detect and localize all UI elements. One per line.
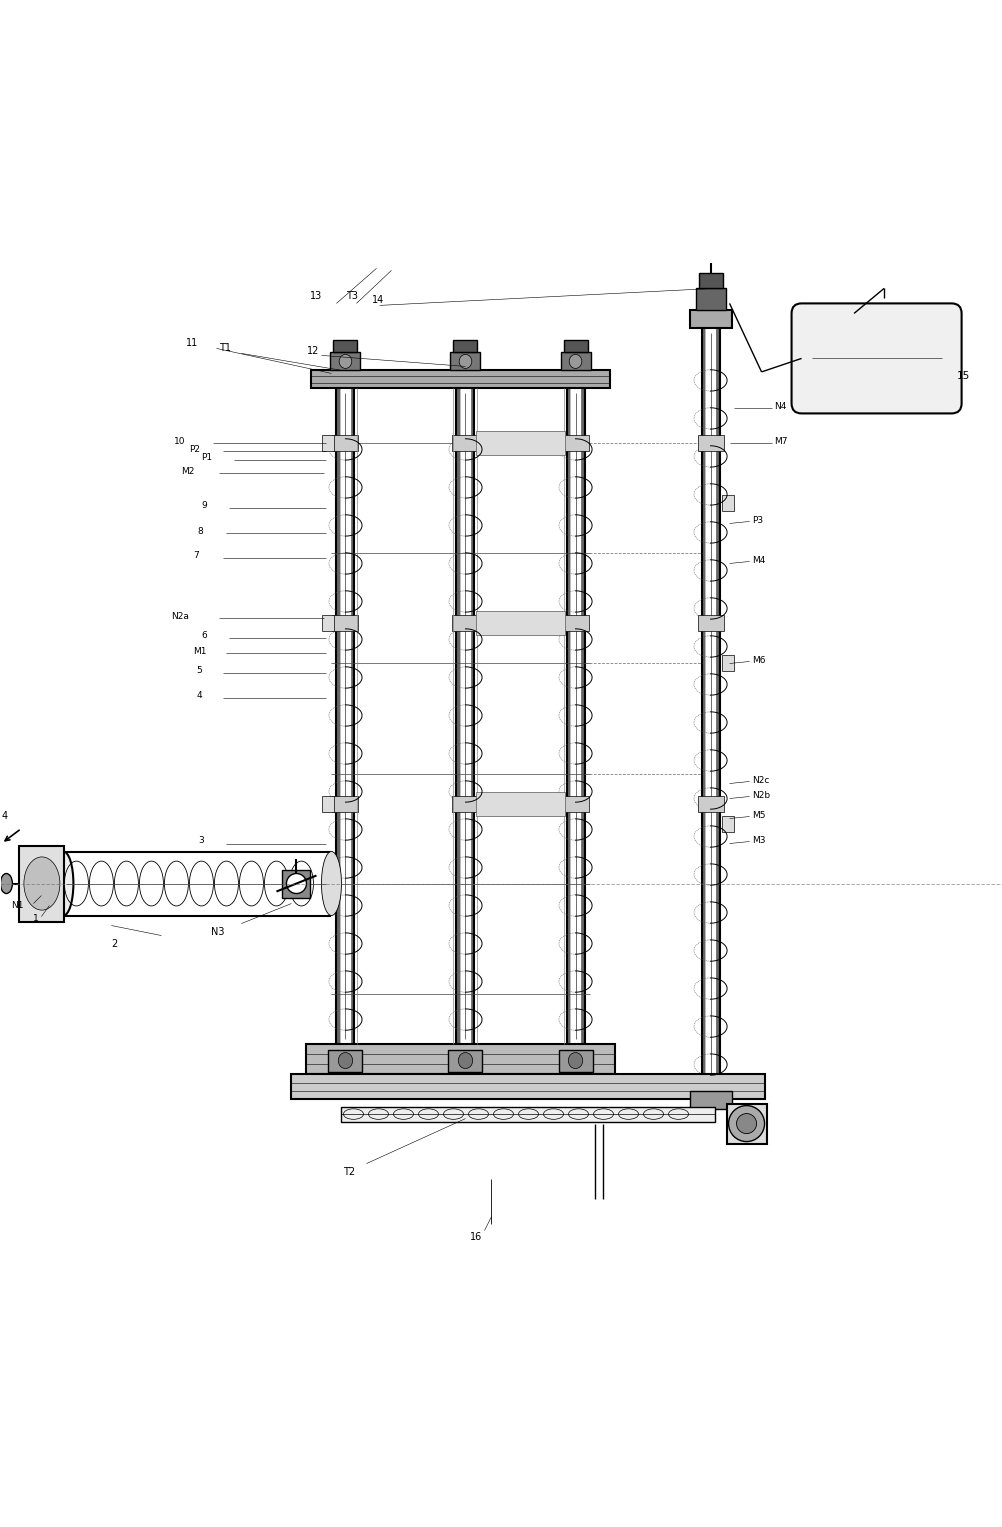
Bar [581,388,584,1043]
Bar [562,435,588,452]
Bar [696,435,722,452]
Text: 5: 5 [196,666,202,675]
Text: 3: 3 [198,835,204,844]
Bar [283,869,311,898]
Text: 14: 14 [371,295,384,305]
Ellipse shape [458,1052,472,1069]
Text: N1: N1 [11,901,24,910]
Bar [312,371,609,388]
Text: T1: T1 [219,344,231,353]
Text: 4: 4 [196,692,201,699]
Ellipse shape [0,873,12,893]
Bar [560,353,590,371]
Bar [333,341,357,353]
Bar [336,388,340,1043]
Ellipse shape [568,1052,582,1069]
Bar [688,310,730,328]
Bar [697,273,721,289]
Text: M2: M2 [181,467,194,476]
Bar [450,353,480,371]
Bar [558,1049,592,1072]
Text: M7: M7 [774,437,788,446]
Bar [19,846,64,921]
Bar [322,435,334,452]
Bar [332,615,358,632]
Bar [453,341,477,353]
Text: T3: T3 [346,292,358,301]
Bar [476,791,564,815]
Bar [562,796,588,811]
Ellipse shape [727,1106,764,1142]
Text: M4: M4 [752,556,766,565]
Text: 15: 15 [956,371,969,382]
Bar [696,796,722,811]
Text: M3: M3 [752,835,766,844]
FancyBboxPatch shape [791,304,961,414]
Bar [456,388,459,1043]
Text: T2: T2 [343,1167,356,1177]
Ellipse shape [459,354,471,368]
Bar [688,1090,730,1109]
Bar [476,432,564,455]
Text: N4: N4 [774,402,787,411]
Text: 4: 4 [1,811,7,820]
Text: M5: M5 [752,811,766,820]
Bar [725,1104,766,1144]
Ellipse shape [338,1052,353,1069]
Bar [566,388,569,1043]
Bar [307,1043,614,1073]
Text: N2c: N2c [752,776,770,785]
Text: M1: M1 [193,647,206,657]
Text: N2a: N2a [171,612,189,621]
Text: 12: 12 [307,347,319,356]
Bar [720,655,732,672]
Ellipse shape [287,873,307,893]
Bar [562,615,588,632]
Bar [563,341,587,353]
Text: 10: 10 [174,437,185,446]
Ellipse shape [339,354,352,368]
Bar [720,815,732,832]
Ellipse shape [53,852,73,916]
Bar [351,388,354,1043]
Ellipse shape [24,857,60,910]
Text: 16: 16 [469,1232,481,1241]
Text: 6: 6 [201,631,207,640]
Text: 8: 8 [197,527,203,536]
Text: 11: 11 [186,339,198,348]
Ellipse shape [569,354,581,368]
Bar [452,796,478,811]
Bar [471,388,474,1043]
Bar [322,615,334,632]
Bar [700,328,704,1089]
Bar [332,435,358,452]
Text: 13: 13 [310,292,322,301]
Text: P1: P1 [201,454,212,463]
Bar [452,435,478,452]
Text: N3: N3 [211,927,224,936]
Bar [328,1049,362,1072]
Bar [696,615,722,632]
Text: N2b: N2b [752,791,770,800]
Bar [292,1073,764,1098]
Bar [720,495,732,512]
Text: P3: P3 [752,516,763,525]
Bar [452,615,478,632]
Text: M6: M6 [752,657,766,664]
Text: 2: 2 [111,939,117,948]
Bar [448,1049,482,1072]
Text: 7: 7 [193,551,199,560]
Text: P2: P2 [189,444,200,454]
Bar [715,328,718,1089]
Bar [322,796,334,811]
Bar [332,796,358,811]
Text: 1: 1 [33,915,39,922]
Ellipse shape [321,852,341,916]
Bar [476,611,564,635]
Bar [341,1107,713,1121]
Text: 9: 9 [201,501,207,510]
Bar [694,289,724,310]
Ellipse shape [735,1113,756,1133]
Bar [330,353,360,371]
